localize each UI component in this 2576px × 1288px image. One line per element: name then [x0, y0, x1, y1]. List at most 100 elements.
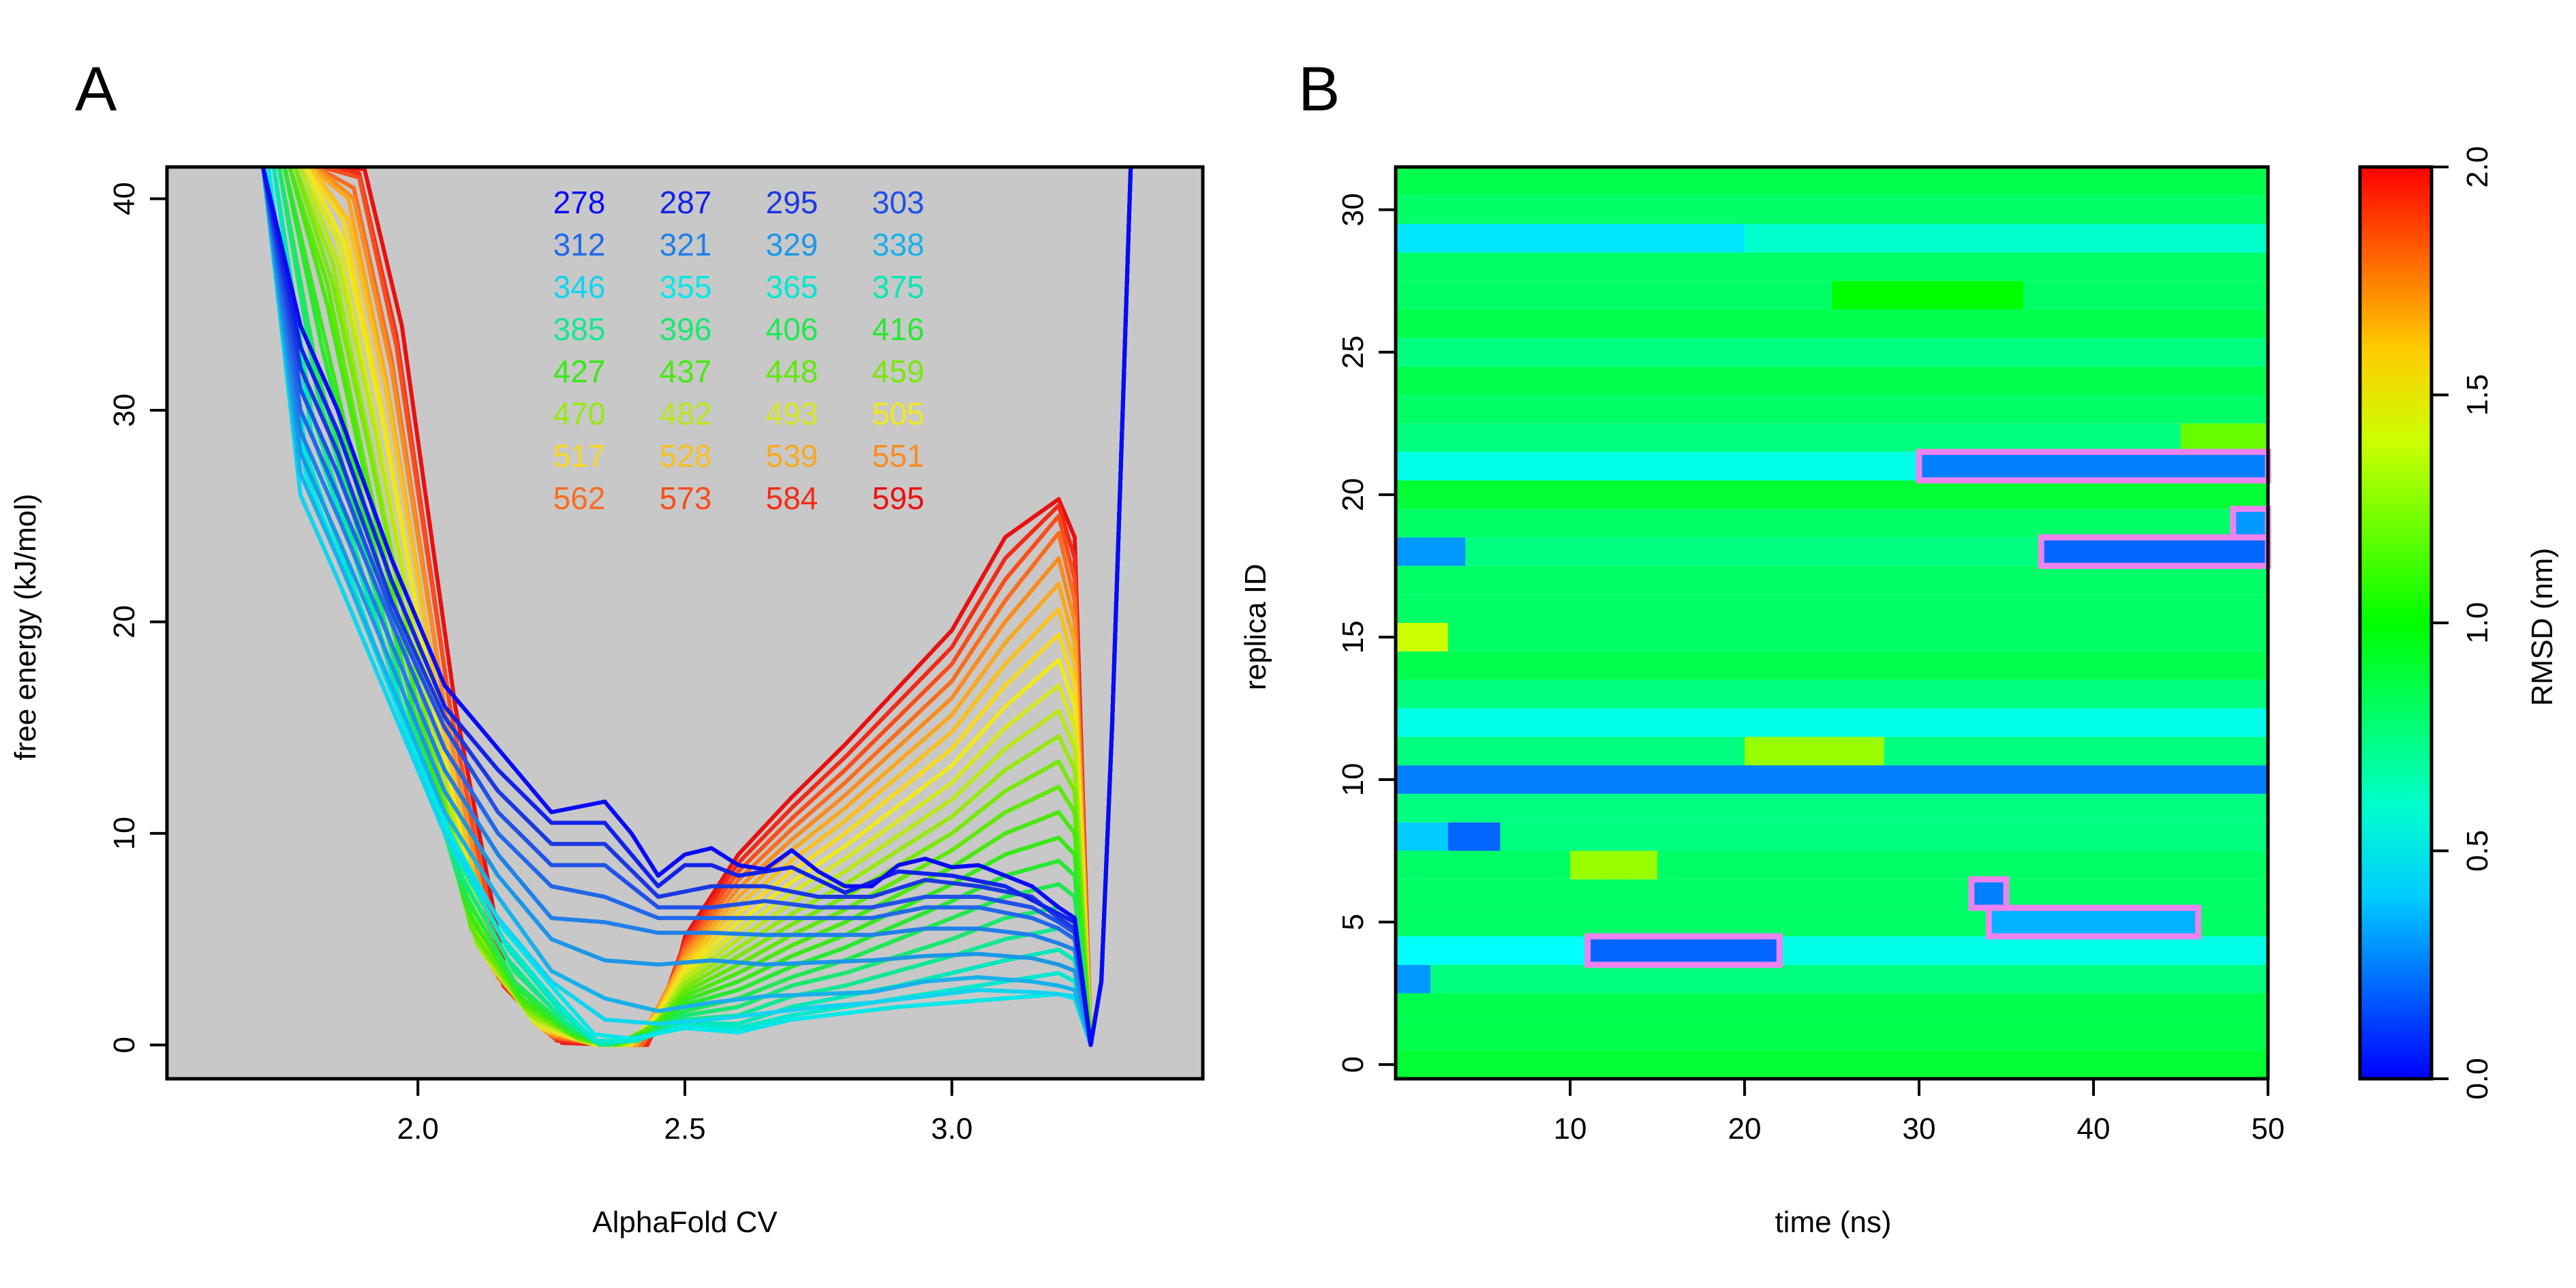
panel-b-y-tick-label: 20	[1336, 478, 1370, 511]
panel-a-y-tick-label: 10	[108, 816, 141, 850]
legend-entry-595: 595	[872, 480, 925, 516]
heatmap-cell-row-26	[1396, 309, 2268, 338]
heatmap-cell-row-19	[1396, 508, 2233, 538]
legend-entry-505: 505	[872, 396, 925, 431]
panel-a-series-group	[261, 167, 1133, 1047]
panel-b-x-axis-label: time (ns)	[1775, 1206, 1891, 1239]
heatmap-cell-row-1	[1396, 1022, 2268, 1051]
legend-entry-551: 551	[872, 438, 925, 474]
legend-entry-287: 287	[660, 185, 712, 220]
legend-entry-539: 539	[766, 438, 818, 474]
heatmap-cell-row-2	[1396, 993, 2268, 1022]
panel-a-y-axis-label: free energy (kJ/mol)	[9, 493, 42, 760]
heatmap-cell-row-4	[1587, 936, 1780, 965]
legend-entry-416: 416	[872, 311, 925, 347]
panel-b-y-tick-label: 5	[1336, 914, 1370, 930]
heatmap-cell-row-29	[1745, 224, 2268, 253]
heatmap-cell-row-18	[1396, 537, 1466, 566]
heatmap-cell-row-11	[1745, 737, 1884, 766]
heatmap-cell-row-15	[1447, 623, 2268, 651]
heatmap-cell-row-8	[1500, 822, 2268, 851]
heatmap-cell-row-19	[2233, 508, 2268, 538]
colorbar-tick-label: 1.0	[2461, 602, 2494, 643]
panel-b-y-axis-label: replica ID	[1239, 564, 1272, 690]
legend-entry-482: 482	[660, 396, 712, 431]
panel-a-x-tick-label: 2.0	[397, 1112, 439, 1146]
panel-a-legend: 278 287 295 303 312 321 329 338 346 355 365 375 385 3…	[553, 185, 925, 516]
heatmap-cell-row-7	[1570, 850, 1657, 880]
heatmap-cell-row-8	[1447, 822, 1501, 851]
panel-b-x-tick-label: 10	[1554, 1112, 1587, 1146]
heatmap-cell-row-6	[1396, 879, 1972, 908]
colorbar-tick-label: 0.5	[2461, 830, 2494, 872]
heatmap-cell-row-5	[2198, 908, 2268, 936]
panel-b-y-tick-label: 30	[1336, 193, 1370, 226]
heatmap-cell-row-24	[1396, 366, 2268, 395]
heatmap-cell-row-23	[1396, 395, 2268, 424]
heatmap-cell-row-11	[1396, 737, 1745, 766]
legend-entry-375: 375	[872, 269, 925, 305]
legend-entry-321: 321	[660, 227, 712, 262]
heatmap-cell-row-11	[1884, 737, 2268, 766]
heatmap-cell-row-8	[1396, 822, 1448, 851]
heatmap-cell-row-3	[1396, 964, 1431, 994]
legend-entry-396: 396	[660, 311, 712, 347]
colorbar-tick-label: 2.0	[2461, 146, 2494, 187]
heatmap-cell-row-28	[1396, 252, 2268, 281]
highlight-box	[1584, 933, 1783, 968]
panel-b-y-tick-label: 25	[1336, 335, 1370, 369]
legend-entry-573: 573	[660, 480, 712, 516]
panel-b-axes: 10 20 30 40 50 0 5 10 15 20 25 30	[1336, 165, 2285, 1146]
heatmap-cell-row-14	[1396, 651, 2268, 680]
legend-entry-355: 355	[660, 269, 712, 305]
heatmap-cell-row-27	[1832, 281, 2024, 310]
heatmap-cell-row-29	[1396, 224, 1745, 253]
heatmap-cell-row-17	[1396, 566, 2268, 595]
legend-entry-303: 303	[872, 185, 925, 220]
legend-entry-338: 338	[872, 227, 925, 262]
series-line-278	[261, 167, 1133, 1047]
panel-a: A 2.0 2.5 3.0 0 10 20 30 40 278 287 295 303 312 321 3…	[9, 55, 1205, 1239]
legend-entry-278: 278	[553, 185, 606, 220]
legend-entry-346: 346	[553, 269, 606, 305]
heatmap-cell-row-6	[2006, 879, 2268, 908]
heatmap-cell-row-18	[1465, 537, 2042, 566]
legend-entry-528: 528	[660, 438, 712, 474]
legend-entry-427: 427	[553, 354, 606, 389]
heatmap-cell-row-4	[1396, 936, 1588, 965]
heatmap-cell-row-30	[1396, 195, 2268, 224]
heatmap-cell-row-5	[1989, 908, 2198, 936]
panel-b-x-tick-label: 50	[2252, 1112, 2285, 1146]
heatmap-cell-row-21	[1919, 452, 2268, 480]
heatmap-cell-row-25	[1396, 337, 2268, 367]
panel-b-heatmap	[1396, 167, 2268, 1079]
panel-a-plot-area	[167, 167, 1203, 1079]
highlight-box	[1968, 876, 2010, 911]
panel-b-y-tick-label: 15	[1336, 620, 1370, 654]
panel-b-x-tick-label: 20	[1728, 1112, 1762, 1146]
panel-a-y-tick-label: 30	[108, 394, 141, 427]
heatmap-cell-row-27	[1396, 281, 1832, 310]
panel-a-y-tick-label: 20	[108, 605, 141, 639]
heatmap-cell-row-27	[2023, 281, 2268, 310]
heatmap-cell-row-0	[1396, 1050, 2268, 1079]
heatmap-cell-row-5	[1396, 908, 1989, 936]
heatmap-cell-row-18	[2041, 537, 2268, 566]
legend-entry-437: 437	[660, 354, 712, 389]
panel-b: B 10 20 30 40 50 0 5 10 15 20 25 30 time (ns) repli…	[1239, 55, 2559, 1239]
heatmap-cell-row-7	[1657, 850, 2268, 880]
heatmap-cell-row-6	[1971, 879, 2006, 908]
heatmap-cell-row-22	[2181, 423, 2268, 453]
heatmap-cell-row-20	[1396, 480, 2268, 509]
panel-a-x-axis-label: AlphaFold CV	[592, 1206, 778, 1239]
legend-entry-459: 459	[872, 354, 925, 389]
colorbar-tick-label: 0.0	[2461, 1058, 2494, 1099]
heatmap-cell-row-13	[1396, 679, 2268, 709]
heatmap-cell-row-12	[1396, 708, 2268, 737]
panel-b-letter: B	[1298, 55, 1340, 124]
heatmap-cell-row-4	[1779, 936, 2268, 965]
legend-entry-584: 584	[766, 480, 818, 516]
heatmap-cell-row-16	[1396, 594, 2268, 623]
panel-a-y-tick-label: 0	[108, 1037, 141, 1053]
